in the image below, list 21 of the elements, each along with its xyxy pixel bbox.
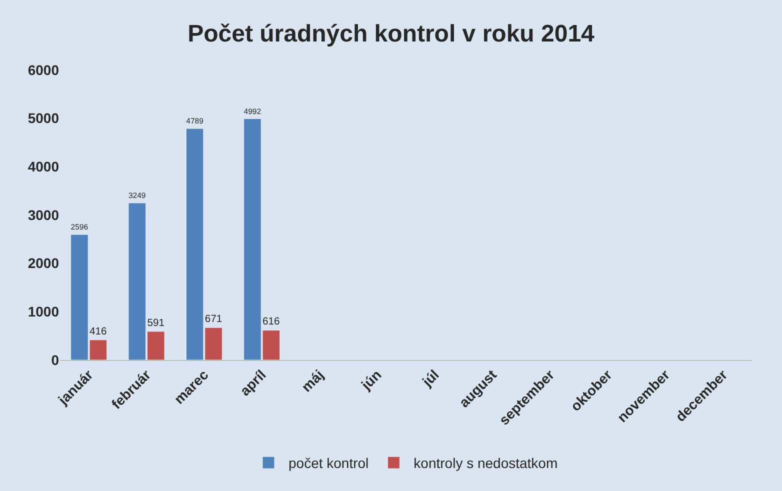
data-label: 2596 (70, 222, 88, 232)
y-tick-label: 2000 (28, 255, 60, 272)
y-tick-label: 1000 (28, 304, 60, 320)
data-label: 4992 (244, 106, 262, 116)
legend-label: kontroly s nedostatkom (414, 455, 558, 472)
data-label: 591 (147, 318, 165, 329)
x-tick-label: júl (418, 366, 442, 390)
data-label: 416 (90, 326, 108, 338)
x-tick-label: jún (357, 366, 384, 394)
y-tick-label: 3000 (28, 206, 60, 223)
x-tick-label: máj (298, 366, 327, 395)
y-tick-label: 4000 (28, 158, 60, 175)
data-label: 3249 (128, 191, 146, 200)
data-label: 4789 (186, 116, 204, 126)
y-tick-label: 5000 (28, 110, 60, 126)
chart-title: Počet úradných kontrol v roku 2014 (188, 20, 596, 48)
y-tick-label: 0 (51, 352, 60, 368)
data-label: 616 (262, 316, 280, 328)
legend-label: počet kontrol (288, 455, 369, 472)
y-tick-label: 6000 (28, 62, 60, 78)
data-label: 671 (204, 314, 222, 325)
